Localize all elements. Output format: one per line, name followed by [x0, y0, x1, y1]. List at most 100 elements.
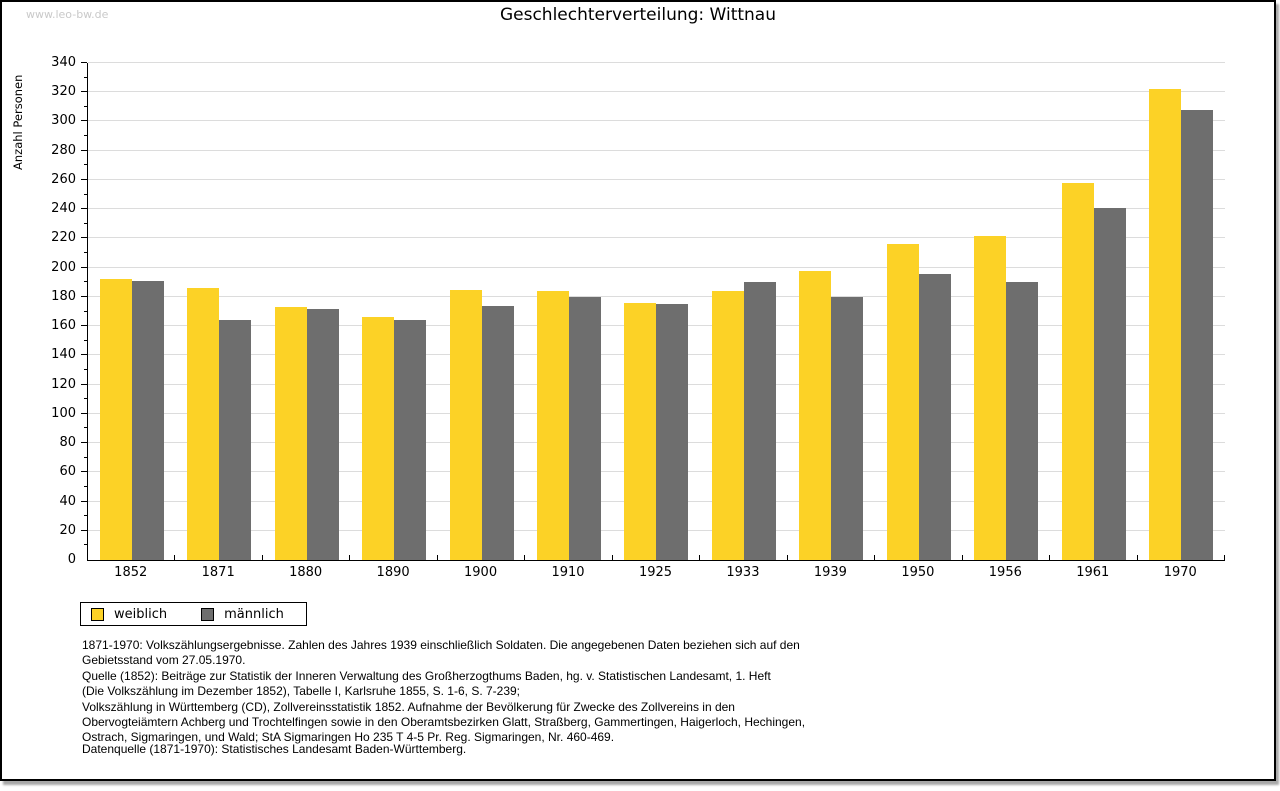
- x-boundary-tick: [349, 555, 351, 560]
- x-axis-label-1956: 1956: [988, 565, 1022, 580]
- bar-männlich-1961: [1093, 207, 1126, 560]
- x-axis-label-1939: 1939: [813, 565, 847, 580]
- y-tick-170: [84, 310, 87, 312]
- footnote-line-4: (Die Volkszählung im Dezember 1852), Tab…: [82, 684, 521, 699]
- x-axis-label-1925: 1925: [638, 565, 673, 580]
- y-tick-330: [84, 76, 87, 78]
- y-tick-270: [84, 164, 87, 166]
- x-boundary-tick: [961, 555, 963, 560]
- bar-weiblich-1900: [449, 289, 482, 560]
- bar-männlich-1939: [831, 296, 864, 560]
- y-tick-340: [81, 62, 87, 63]
- gridline-260: [88, 178, 1225, 180]
- bar-männlich-1871: [219, 320, 252, 560]
- y-tick-label-340: 340: [51, 55, 76, 70]
- bar-weiblich-1939: [799, 270, 832, 560]
- y-tick-80: [81, 442, 87, 444]
- x-axis-label-1890: 1890: [376, 565, 410, 580]
- x-axis-label-1880: 1880: [289, 565, 323, 580]
- bar-männlich-1852: [131, 280, 164, 560]
- y-tick-label-160: 160: [51, 318, 76, 334]
- bar-männlich-1925: [656, 304, 689, 560]
- x-boundary-tick: [786, 555, 788, 560]
- y-tick-label-280: 280: [51, 142, 76, 158]
- footnote-line-2: Gebietsstand vom 27.05.1970.: [82, 653, 246, 668]
- y-tick-label-320: 320: [51, 84, 76, 100]
- y-tick-label-220: 220: [51, 230, 76, 246]
- bar-group-1956: [963, 63, 1050, 560]
- x-axis-labels: 1852 1871 1880 1890 1900 1910 1925 1933 1939 1950…: [87, 565, 1224, 583]
- gridline-200: [88, 266, 1225, 268]
- footnote-line-5: Volkszählung in Württemberg (CD), Zollve…: [82, 699, 735, 714]
- bar-männlich-1890: [394, 320, 427, 560]
- y-tick-50: [84, 485, 87, 487]
- bar-männlich-1900: [481, 305, 514, 560]
- gridline-320: [88, 91, 1225, 93]
- x-boundary-tick: [874, 555, 876, 560]
- bar-group-1925: [613, 63, 700, 560]
- y-tick-160: [81, 325, 87, 327]
- y-tick-label-0: 0: [67, 552, 76, 567]
- y-tick-290: [84, 135, 87, 137]
- bar-group-1933: [700, 63, 787, 560]
- x-boundary-tick: [1136, 555, 1138, 560]
- y-tick-210: [84, 252, 87, 254]
- watermark: www.leo-bw.de: [26, 8, 109, 21]
- y-tick-120: [81, 383, 87, 385]
- bar-weiblich-1890: [362, 317, 395, 560]
- datasource-note: Datenquelle (1871-1970): Statistisches L…: [82, 742, 467, 756]
- x-boundary-tick: [1049, 555, 1051, 560]
- bar-weiblich-1950: [886, 244, 919, 560]
- legend-item-weiblich: weiblich: [91, 607, 167, 622]
- plot-area: [81, 62, 1225, 561]
- y-tick-label-120: 120: [51, 376, 76, 392]
- legend: weiblich männlich: [80, 602, 307, 626]
- bar-weiblich-1970: [1149, 89, 1182, 560]
- footnote-line-3: Quelle (1852): Beiträge zur Statistik de…: [82, 668, 771, 683]
- x-boundary-tick: [611, 555, 613, 560]
- x-boundary-tick: [524, 555, 526, 560]
- gridline-240: [88, 208, 1225, 210]
- gridline-280: [88, 149, 1225, 151]
- y-tick-label-180: 180: [51, 288, 76, 304]
- legend-item-maennlich: männlich: [201, 607, 284, 622]
- chart-title: Geschlechterverteilung: Wittnau: [499, 5, 777, 25]
- footnote-line-1: 1871-1970: Volkszählungsergebnisse. Zahl…: [82, 638, 800, 652]
- y-tick-label-80: 80: [59, 435, 76, 451]
- legend-label-weiblich: weiblich: [114, 606, 168, 622]
- y-tick-220: [81, 237, 87, 239]
- bar-männlich-1910: [569, 296, 602, 560]
- bar-männlich-1956: [1006, 282, 1039, 560]
- y-tick-label-100: 100: [51, 405, 76, 421]
- x-axis-label-1933: 1933: [726, 565, 760, 580]
- y-tick-300: [81, 120, 87, 122]
- legend-swatch-weiblich: [91, 607, 104, 621]
- bar-group-1910: [525, 63, 612, 560]
- y-tick-280: [81, 149, 87, 151]
- y-tick-150: [84, 339, 87, 341]
- bar-group-1890: [350, 63, 437, 560]
- y-tick-60: [81, 471, 87, 473]
- y-tick-label-200: 200: [51, 259, 76, 275]
- y-tick-320: [81, 91, 87, 93]
- x-boundary-tick: [699, 555, 701, 560]
- x-axis-label-1852: 1852: [114, 565, 148, 580]
- y-tick-40: [81, 500, 87, 502]
- y-tick-label-240: 240: [51, 201, 76, 217]
- y-tick-20: [81, 529, 87, 531]
- bar-weiblich-1933: [711, 291, 744, 560]
- bar-weiblich-1852: [99, 279, 132, 560]
- bar-weiblich-1961: [1061, 182, 1094, 560]
- y-tick-label-60: 60: [59, 464, 76, 480]
- bar-group-1970: [1138, 63, 1225, 560]
- bar-männlich-1880: [306, 308, 339, 560]
- x-axis-label-1970: 1970: [1163, 565, 1197, 580]
- footnote-line-6: Obervogteiämtern Achberg und Trochtelfin…: [82, 715, 806, 730]
- y-tick-180: [81, 295, 87, 297]
- x-axis-label-1950: 1950: [901, 565, 935, 580]
- footnote-line-7: Ostrach, Sigmaringen, und Wald; StA Sigm…: [82, 730, 615, 745]
- y-tick-190: [84, 281, 87, 283]
- y-tick-10: [84, 544, 87, 546]
- gridline-300: [88, 120, 1225, 122]
